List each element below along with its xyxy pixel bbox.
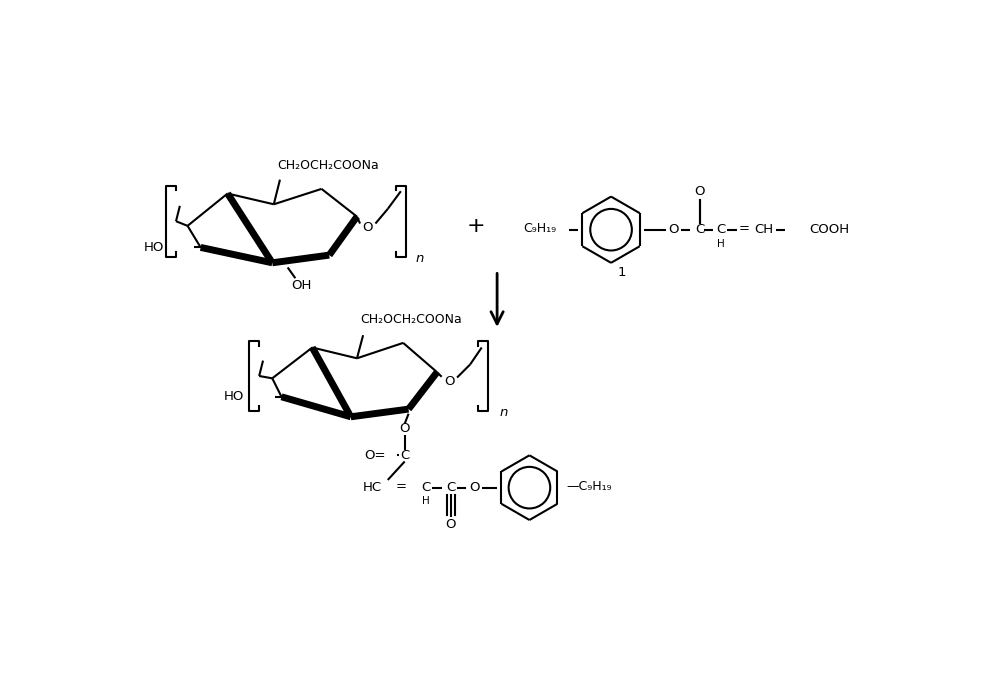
Text: +: +: [466, 216, 485, 236]
Text: =: =: [396, 480, 407, 493]
Text: CH: CH: [754, 223, 773, 236]
Text: O: O: [362, 221, 373, 234]
Text: OH: OH: [291, 279, 312, 293]
Text: O: O: [694, 185, 705, 197]
Text: H: H: [422, 496, 430, 506]
Text: O=: O=: [365, 449, 386, 461]
Text: CH₂OCH₂COONa: CH₂OCH₂COONa: [360, 313, 462, 326]
Text: C: C: [400, 449, 409, 461]
Text: COOH: COOH: [810, 223, 850, 236]
Text: =: =: [739, 222, 750, 235]
Text: C: C: [422, 481, 431, 494]
Text: —C₉H₁₉: —C₉H₁₉: [566, 480, 612, 493]
Text: CH₂OCH₂COONa: CH₂OCH₂COONa: [277, 159, 379, 172]
Text: C: C: [446, 481, 456, 494]
Text: O: O: [444, 375, 455, 388]
Text: O: O: [668, 223, 679, 236]
Text: C: C: [695, 223, 704, 236]
Text: H: H: [717, 238, 725, 249]
Text: HO: HO: [143, 241, 164, 254]
Text: 1: 1: [618, 265, 626, 279]
Text: O: O: [446, 518, 456, 531]
Text: O: O: [399, 422, 410, 435]
Text: O: O: [469, 481, 479, 494]
Text: C₉H₁₉: C₉H₁₉: [523, 222, 556, 235]
Text: C: C: [717, 223, 726, 236]
Text: HO: HO: [224, 391, 245, 403]
Text: n: n: [499, 406, 507, 418]
Text: n: n: [416, 252, 424, 265]
Text: HC: HC: [363, 481, 382, 494]
